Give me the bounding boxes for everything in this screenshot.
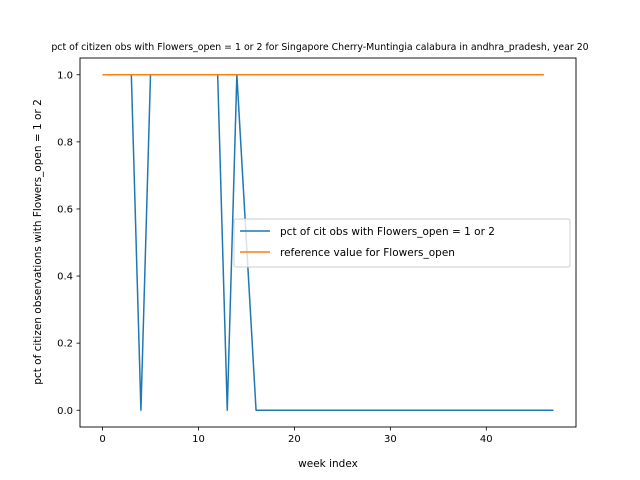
legend-label-series-1: pct of cit obs with Flowers_open = 1 or … (280, 226, 495, 238)
y-tick-label: 1.0 (57, 70, 73, 81)
x-tick-label: 10 (192, 434, 205, 445)
legend: pct of cit obs with Flowers_open = 1 or … (233, 218, 571, 268)
x-axis: 0 10 20 30 40 (99, 427, 493, 445)
series-layer (102, 74, 554, 411)
x-tick-label: 30 (384, 434, 397, 445)
y-tick-label: 0.6 (57, 205, 73, 216)
y-tick-label: 0.4 (57, 272, 73, 283)
y-axis: 0.0 0.2 0.4 0.6 0.8 1.0 (57, 70, 80, 417)
plot-frame (79, 57, 577, 428)
x-axis-label: week index (298, 458, 358, 470)
x-tick-label: 0 (99, 434, 105, 445)
chart-title: pct of citizen obs with Flowers_open = 1… (51, 42, 588, 53)
y-tick-label: 0.0 (57, 406, 73, 417)
legend-label-series-2: reference value for Flowers_open (280, 247, 455, 259)
y-tick-label: 0.8 (57, 137, 73, 148)
y-tick-label: 0.2 (57, 339, 73, 350)
x-tick-label: 20 (288, 434, 301, 445)
x-tick-label: 40 (480, 434, 493, 445)
y-axis-label: pct of citizen observations with Flowers… (32, 99, 44, 384)
legend-box (233, 218, 571, 268)
